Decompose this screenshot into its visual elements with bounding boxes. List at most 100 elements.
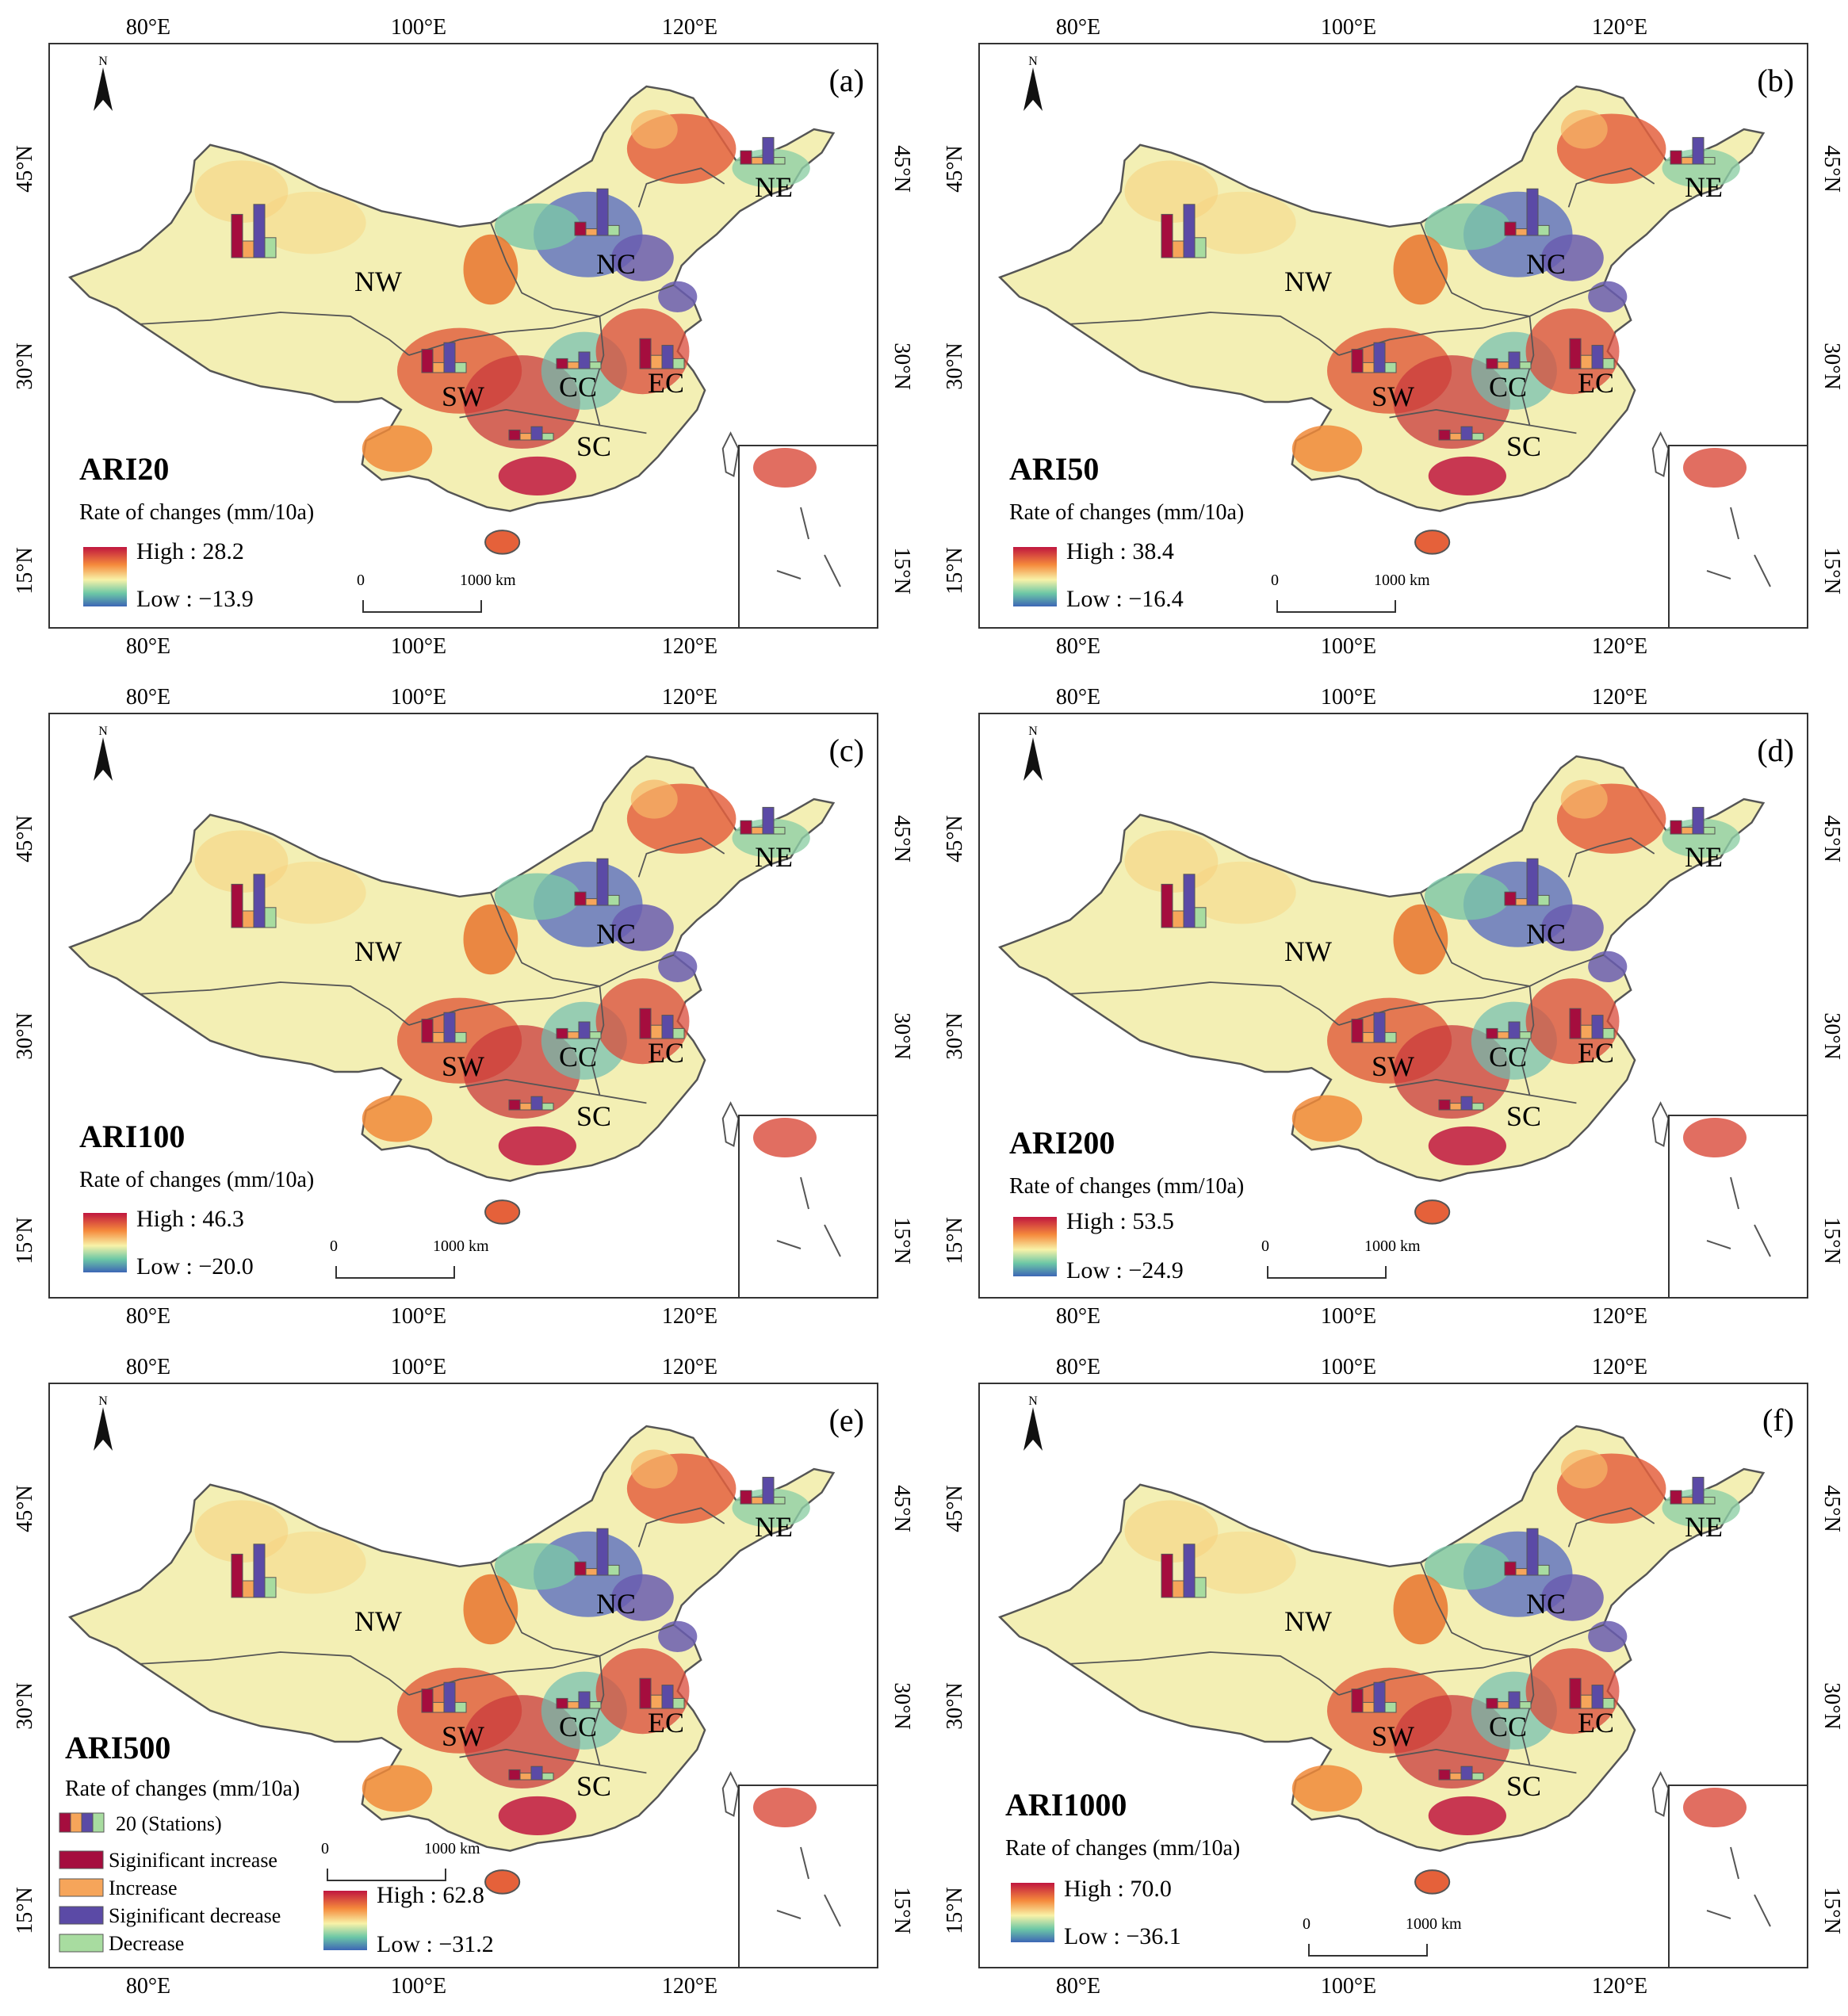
station-bar bbox=[454, 1031, 467, 1043]
legend-high: High : 53.5 bbox=[1066, 1208, 1174, 1234]
panel-title: ARI20 bbox=[79, 451, 169, 487]
legend-low: Low : −20.0 bbox=[136, 1253, 254, 1280]
station-bar bbox=[242, 240, 254, 258]
lon-tick-label: 80°E bbox=[126, 634, 170, 659]
region-label-ne: NE bbox=[755, 1511, 793, 1543]
svg-text:N: N bbox=[1028, 1394, 1038, 1408]
region-label-nw: NW bbox=[1284, 1605, 1332, 1637]
region-label-sc: SC bbox=[1506, 1100, 1541, 1132]
lat-tick-label: 45°N bbox=[13, 815, 37, 862]
station-bar bbox=[672, 358, 685, 369]
station-bar bbox=[751, 827, 763, 835]
station-bar bbox=[231, 213, 243, 258]
station-bar bbox=[1438, 429, 1451, 441]
svg-text:N: N bbox=[98, 55, 108, 68]
region-label-nw: NW bbox=[354, 266, 402, 297]
lon-tick-label: 100°E bbox=[1321, 1974, 1376, 1999]
station-bar bbox=[740, 1490, 752, 1505]
station-bar bbox=[1580, 1024, 1593, 1039]
panel-c: N (c) ARI100 Rate of changes (mm/10a) Hi… bbox=[48, 713, 878, 1299]
station-bar bbox=[1526, 188, 1539, 236]
color-ramp bbox=[1013, 547, 1057, 606]
north-arrow: N bbox=[94, 1394, 113, 1451]
station-bar bbox=[589, 1701, 602, 1709]
lon-tick-label: 120°E bbox=[1592, 15, 1647, 40]
legend-label: Increase bbox=[109, 1876, 178, 1899]
color-ramp bbox=[323, 1891, 367, 1950]
station-bar bbox=[508, 1769, 521, 1781]
lon-tick-label: 120°E bbox=[662, 634, 717, 659]
lat-tick-label: 30°N bbox=[943, 1682, 967, 1729]
station-bar bbox=[1497, 362, 1509, 369]
station-bar bbox=[1692, 806, 1705, 835]
station-bar bbox=[530, 426, 543, 441]
station-bar bbox=[650, 1024, 663, 1039]
station-bar bbox=[1471, 1773, 1484, 1781]
station-bar bbox=[1681, 827, 1693, 835]
scale-bar: 0 1000 km bbox=[1261, 1238, 1421, 1279]
lat-tick-label: 45°N bbox=[943, 145, 967, 192]
lon-tick-label: 80°E bbox=[126, 1355, 170, 1379]
station-bar bbox=[264, 907, 277, 928]
station-bar bbox=[421, 1019, 434, 1043]
station-bar bbox=[585, 1568, 598, 1576]
station-bar bbox=[1591, 1685, 1604, 1709]
station-bar bbox=[443, 1012, 456, 1043]
station-bar bbox=[1194, 237, 1207, 258]
region-label-nc: NC bbox=[596, 248, 636, 280]
station-bar bbox=[589, 362, 602, 369]
lat-tick-label: 30°N bbox=[1819, 1012, 1844, 1059]
station-bar bbox=[751, 157, 763, 165]
station-bar bbox=[556, 1697, 568, 1709]
lat-tick-label: 30°N bbox=[13, 1012, 37, 1059]
station-bar bbox=[585, 898, 598, 906]
station-bar bbox=[1515, 898, 1528, 906]
region-label-sw: SW bbox=[1372, 1720, 1414, 1752]
station-bar bbox=[773, 157, 786, 165]
lat-tick-label: 45°N bbox=[13, 1485, 37, 1532]
svg-text:1000 km: 1000 km bbox=[1374, 572, 1430, 589]
panel-b: N (b) ARI50 Rate of changes (mm/10a) Hig… bbox=[978, 43, 1808, 629]
station-bar bbox=[1515, 1568, 1528, 1576]
station-bar bbox=[1602, 358, 1615, 369]
legend-title: Rate of changes (mm/10a) bbox=[1009, 1174, 1244, 1199]
region-label-sc: SC bbox=[576, 1770, 611, 1802]
lon-tick-label: 80°E bbox=[1056, 1304, 1100, 1329]
region-label-nw: NW bbox=[1284, 935, 1332, 967]
station-bar bbox=[1449, 1103, 1462, 1111]
legend-swatch-decrease bbox=[59, 1934, 104, 1953]
lon-tick-label: 120°E bbox=[1592, 634, 1647, 659]
lon-tick-label: 100°E bbox=[1321, 1304, 1376, 1329]
panel-title: ARI50 bbox=[1009, 451, 1099, 487]
station-bar bbox=[231, 883, 243, 928]
station-bar bbox=[1449, 1773, 1462, 1781]
lon-tick-label: 120°E bbox=[662, 15, 717, 40]
station-bar bbox=[773, 1497, 786, 1505]
station-bar bbox=[556, 358, 568, 369]
station-bar bbox=[661, 345, 674, 369]
lat-tick-label: 15°N bbox=[1819, 547, 1844, 594]
region-label-ne: NE bbox=[1685, 841, 1723, 873]
lon-tick-label: 80°E bbox=[126, 15, 170, 40]
scale-bar: 0 1000 km bbox=[330, 1238, 489, 1279]
station-bar bbox=[1580, 1694, 1593, 1709]
station-bar bbox=[541, 1773, 554, 1781]
lat-tick-label: 15°N bbox=[943, 1887, 967, 1934]
station-bar bbox=[762, 1476, 775, 1505]
station-bar bbox=[1504, 221, 1517, 236]
region-label-ec: EC bbox=[648, 1037, 684, 1069]
station-bar bbox=[1172, 240, 1184, 258]
panel-tag: (f) bbox=[1762, 1402, 1794, 1438]
station-bar bbox=[574, 221, 587, 236]
station-bar bbox=[1703, 1497, 1716, 1505]
region-label-sc: SC bbox=[576, 430, 611, 462]
station-bar bbox=[1449, 433, 1462, 441]
station-bar bbox=[672, 1697, 685, 1709]
scale-bar: 0 1000 km bbox=[321, 1840, 480, 1881]
station-bar bbox=[650, 354, 663, 369]
color-ramp bbox=[1013, 1217, 1057, 1276]
region-label-ec: EC bbox=[1578, 367, 1614, 399]
lon-tick-label: 80°E bbox=[126, 1304, 170, 1329]
lon-tick-label: 120°E bbox=[1592, 1974, 1647, 1999]
station-bar bbox=[1486, 358, 1498, 369]
